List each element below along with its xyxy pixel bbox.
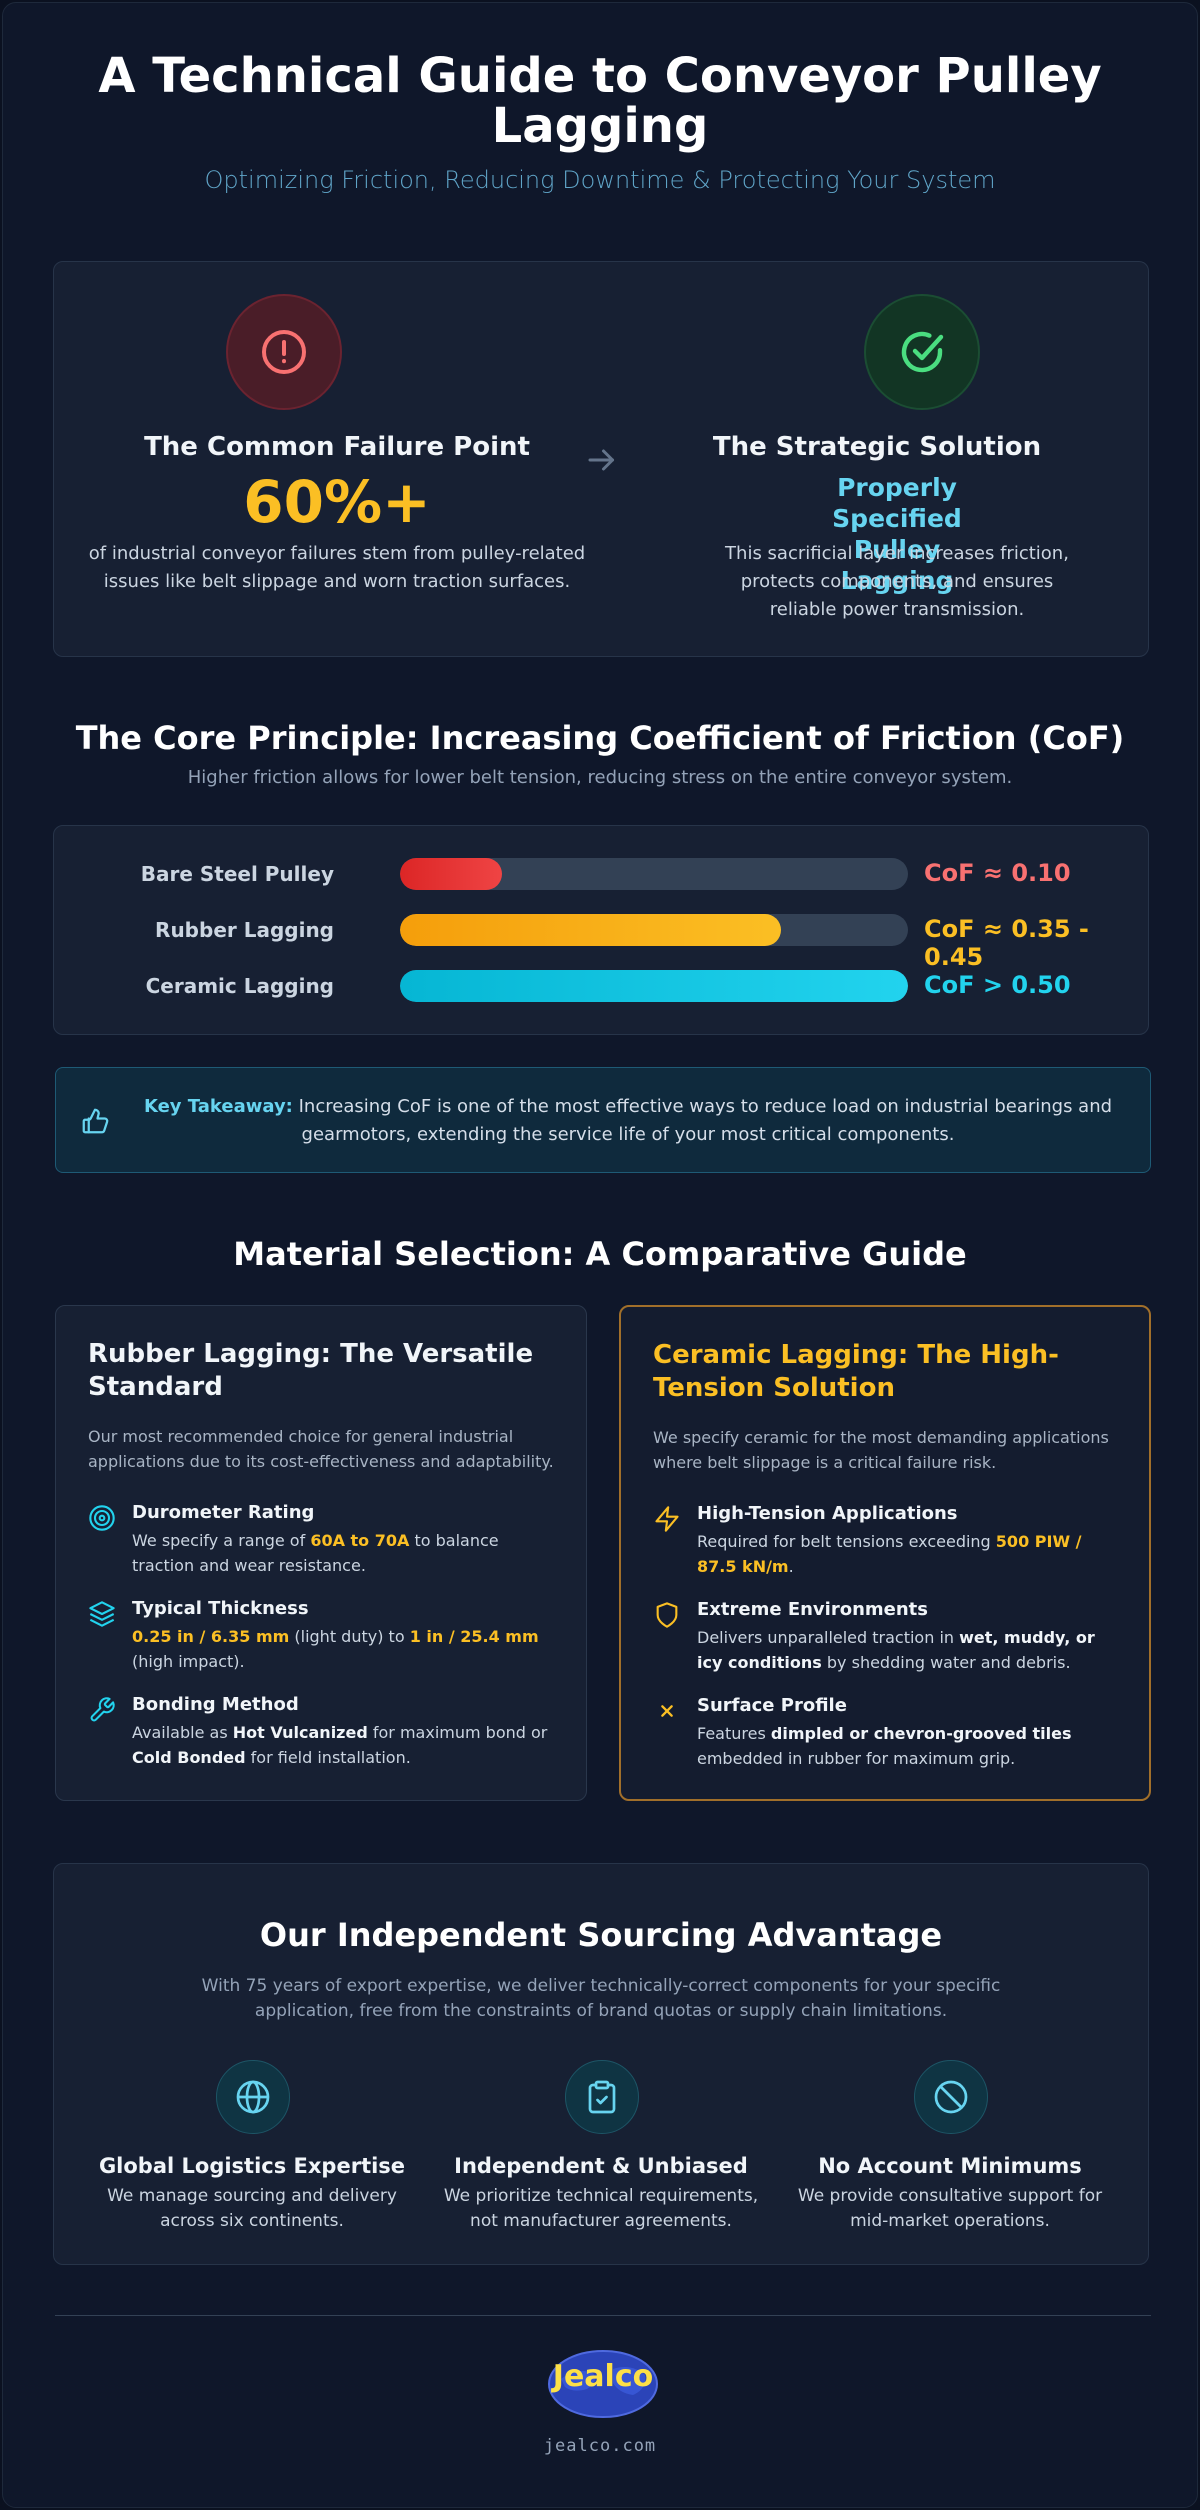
shield-icon xyxy=(653,1601,681,1629)
alert-circle-icon xyxy=(226,294,342,410)
lightning-icon xyxy=(653,1505,681,1533)
takeaway-label: Key Takeaway: xyxy=(143,1096,293,1117)
cof-track xyxy=(400,858,908,890)
layers-icon xyxy=(88,1600,116,1628)
problem-title: The Common Failure Point xyxy=(144,432,530,462)
wrench-icon xyxy=(88,1696,116,1724)
rubber-lagging-card: Rubber Lagging: The Versatile Standard O… xyxy=(55,1305,587,1801)
feature-title: Durometer Rating xyxy=(132,1502,315,1523)
cof-value: CoF ≈ 0.35 - 0.45 xyxy=(924,915,1089,971)
sourcing-advantage-card: Our Independent Sourcing Advantage With … xyxy=(53,1863,1149,2265)
cof-bar-fill xyxy=(400,970,908,1002)
feature-desc: Delivers unparalleled traction in wet, m… xyxy=(697,1628,1095,1672)
cof-bar-fill xyxy=(400,858,502,890)
durometer-feature: Durometer Rating We specify a range of 6… xyxy=(88,1502,554,1582)
advantage-intro: With 75 years of export expertise, we de… xyxy=(201,1976,1001,2021)
cof-value: CoF ≈ 0.10 xyxy=(924,859,1071,887)
cof-track xyxy=(400,970,908,1002)
advantage-item-text: We manage sourcing and delivery across s… xyxy=(107,2186,397,2231)
advantage-item-title: Independent & Unbiased xyxy=(454,2154,748,2178)
advantage-item-title: Global Logistics Expertise xyxy=(98,2154,406,2178)
core-principle-title: The Core Principle: Increasing Coefficie… xyxy=(75,719,1125,757)
takeaway-body: Increasing CoF is one of the most effect… xyxy=(298,1096,1113,1145)
thickness-feature: Typical Thickness 0.25 in / 6.35 mm (lig… xyxy=(88,1598,554,1678)
problem-solution-card: The Common Failure Point 60%+ of industr… xyxy=(53,261,1149,657)
solution-title: The Strategic Solution xyxy=(712,432,1042,462)
bonding-feature: Bonding Method Available as Hot Vulcaniz… xyxy=(88,1694,554,1774)
website-link[interactable]: jealco.com xyxy=(543,2436,657,2456)
target-icon xyxy=(88,1504,116,1532)
footer-divider xyxy=(55,2315,1151,2316)
arrow-right-icon xyxy=(584,442,620,478)
feature-title: Typical Thickness xyxy=(132,1598,309,1619)
problem-text: of industrial conveyor failures stem fro… xyxy=(88,543,586,592)
surface-profile-feature: Surface Profile Features dimpled or chev… xyxy=(653,1695,1117,1775)
ceramic-intro: We specify ceramic for the most demandin… xyxy=(653,1428,1109,1472)
key-takeaway-callout: Key Takeaway: Increasing CoF is one of t… xyxy=(55,1067,1151,1173)
page-subtitle: Optimizing Friction, Reducing Downtime &… xyxy=(204,166,996,194)
feature-title: Extreme Environments xyxy=(697,1599,928,1620)
advantage-item-title: No Account Minimums xyxy=(818,2154,1082,2178)
solution-text: This sacrificial layer increases frictio… xyxy=(725,543,1069,620)
feature-desc: Features dimpled or chevron-grooved tile… xyxy=(697,1724,1072,1768)
advantage-item-text: We provide consultative support for mid-… xyxy=(797,2186,1103,2231)
rubber-title: Rubber Lagging: The Versatile Standard xyxy=(88,1339,534,1402)
feature-desc: Available as Hot Vulcanized for maximum … xyxy=(132,1723,548,1767)
feature-desc: We specify a range of 60A to 70A to bala… xyxy=(132,1531,499,1575)
solution-subtitle: Properly Specified Pulley Lagging xyxy=(832,473,962,595)
feature-title: High-Tension Applications xyxy=(697,1503,958,1524)
cof-label: Ceramic Lagging xyxy=(145,974,334,998)
clipboard-check-icon xyxy=(565,2060,639,2134)
ban-icon xyxy=(914,2060,988,2134)
core-principle-subtitle: Higher friction allows for lower belt te… xyxy=(187,767,1013,788)
ceramic-lagging-card: Ceramic Lagging: The High-Tension Soluti… xyxy=(619,1305,1151,1801)
high-tension-feature: High-Tension Applications Required for b… xyxy=(653,1503,1117,1583)
logo-text: Jealco xyxy=(552,2359,654,2394)
feature-title: Surface Profile xyxy=(697,1695,847,1716)
feature-desc: 0.25 in / 6.35 mm (light duty) to 1 in /… xyxy=(132,1627,539,1671)
feature-title: Bonding Method xyxy=(132,1694,299,1715)
advantage-title: Our Independent Sourcing Advantage xyxy=(259,1916,943,1954)
materials-title: Material Selection: A Comparative Guide xyxy=(233,1235,967,1273)
advantage-item-text: We prioritize technical requirements, no… xyxy=(443,2186,759,2231)
failure-stat: 60%+ xyxy=(243,468,431,536)
thumbs-up-icon xyxy=(80,1106,110,1136)
globe-icon xyxy=(216,2060,290,2134)
extreme-env-feature: Extreme Environments Delivers unparallel… xyxy=(653,1599,1117,1679)
cof-label: Rubber Lagging xyxy=(155,918,334,942)
cof-bar-card: Bare Steel Pulley CoF ≈ 0.10 Rubber Lagg… xyxy=(53,825,1149,1035)
takeaway-text: Key Takeaway: Increasing CoF is one of t… xyxy=(136,1093,1120,1149)
page-title: A Technical Guide to Conveyor Pulley Lag… xyxy=(98,48,1102,154)
cof-label: Bare Steel Pulley xyxy=(140,862,334,886)
jealco-logo xyxy=(548,2350,658,2418)
cof-bar-fill xyxy=(400,914,781,946)
feature-desc: Required for belt tensions exceeding 500… xyxy=(697,1532,1082,1576)
x-icon xyxy=(653,1697,681,1725)
check-circle-icon xyxy=(864,294,980,410)
cof-value: CoF > 0.50 xyxy=(924,971,1071,999)
rubber-intro: Our most recommended choice for general … xyxy=(88,1427,554,1471)
cof-track xyxy=(400,914,908,946)
ceramic-title: Ceramic Lagging: The High-Tension Soluti… xyxy=(653,1340,1059,1403)
